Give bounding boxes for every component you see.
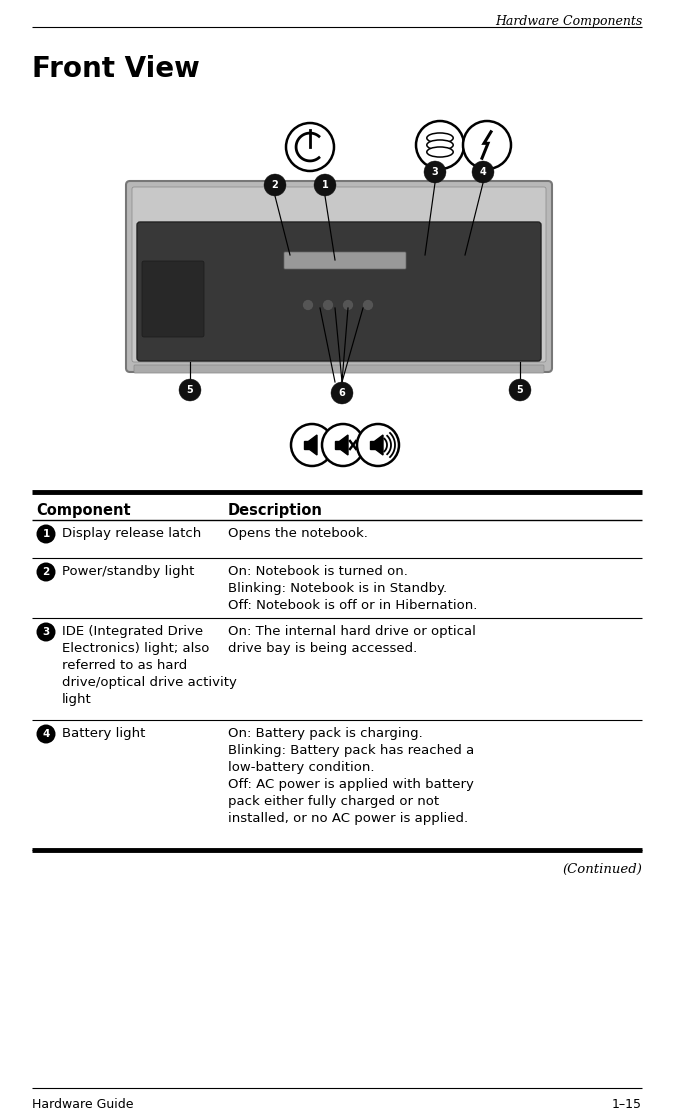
Text: Hardware Guide: Hardware Guide (32, 1099, 133, 1111)
Text: 3: 3 (42, 627, 50, 637)
Text: 4: 4 (480, 167, 487, 177)
Circle shape (36, 562, 55, 581)
Circle shape (322, 299, 334, 311)
Text: 6: 6 (338, 388, 345, 398)
Text: 2: 2 (42, 567, 50, 577)
Ellipse shape (427, 147, 453, 157)
Polygon shape (340, 435, 348, 455)
Circle shape (424, 161, 446, 183)
Text: On: Battery pack is charging.
Blinking: Battery pack has reached a
low-battery c: On: Battery pack is charging. Blinking: … (228, 727, 474, 825)
Circle shape (363, 299, 373, 311)
Circle shape (472, 161, 494, 183)
Circle shape (179, 380, 201, 401)
Ellipse shape (427, 140, 453, 150)
Text: Hardware Components: Hardware Components (495, 14, 642, 28)
Text: IDE (Integrated Drive
Electronics) light; also
referred to as hard
drive/optical: IDE (Integrated Drive Electronics) light… (62, 626, 237, 706)
Text: 2: 2 (272, 180, 278, 190)
Text: 1–15: 1–15 (612, 1099, 642, 1111)
Text: Opens the notebook.: Opens the notebook. (228, 526, 368, 540)
Polygon shape (370, 441, 375, 449)
Polygon shape (304, 441, 309, 449)
Circle shape (357, 424, 399, 466)
Circle shape (264, 174, 286, 196)
Circle shape (463, 121, 511, 169)
Text: (Continued): (Continued) (562, 863, 642, 876)
Circle shape (322, 424, 364, 466)
Text: 4: 4 (42, 729, 50, 739)
Text: On: The internal hard drive or optical
drive bay is being accessed.: On: The internal hard drive or optical d… (228, 626, 476, 654)
Text: Front View: Front View (32, 55, 200, 83)
Circle shape (303, 299, 313, 311)
Circle shape (36, 622, 55, 641)
Circle shape (36, 725, 55, 743)
Circle shape (331, 382, 353, 404)
FancyBboxPatch shape (134, 365, 544, 373)
Text: Display release latch: Display release latch (62, 526, 202, 540)
Circle shape (291, 424, 333, 466)
FancyBboxPatch shape (132, 187, 546, 362)
FancyBboxPatch shape (142, 262, 204, 337)
Text: On: Notebook is turned on.
Blinking: Notebook is in Standby.
Off: Notebook is of: On: Notebook is turned on. Blinking: Not… (228, 565, 477, 612)
Polygon shape (309, 435, 317, 455)
Text: Component: Component (36, 502, 131, 518)
Polygon shape (335, 441, 340, 449)
Circle shape (416, 121, 464, 169)
Text: Battery light: Battery light (62, 727, 146, 740)
FancyBboxPatch shape (126, 181, 552, 372)
Circle shape (509, 380, 531, 401)
Circle shape (36, 524, 55, 543)
Ellipse shape (427, 132, 453, 144)
Text: 5: 5 (187, 385, 193, 395)
Polygon shape (375, 435, 383, 455)
Circle shape (314, 174, 336, 196)
Text: 1: 1 (42, 529, 50, 539)
FancyBboxPatch shape (137, 221, 541, 361)
Text: 3: 3 (431, 167, 438, 177)
Text: 5: 5 (517, 385, 524, 395)
Text: 1: 1 (321, 180, 328, 190)
FancyBboxPatch shape (284, 252, 406, 269)
Circle shape (342, 299, 353, 311)
Text: Power/standby light: Power/standby light (62, 565, 194, 578)
Text: Description: Description (228, 502, 323, 518)
Circle shape (286, 124, 334, 171)
